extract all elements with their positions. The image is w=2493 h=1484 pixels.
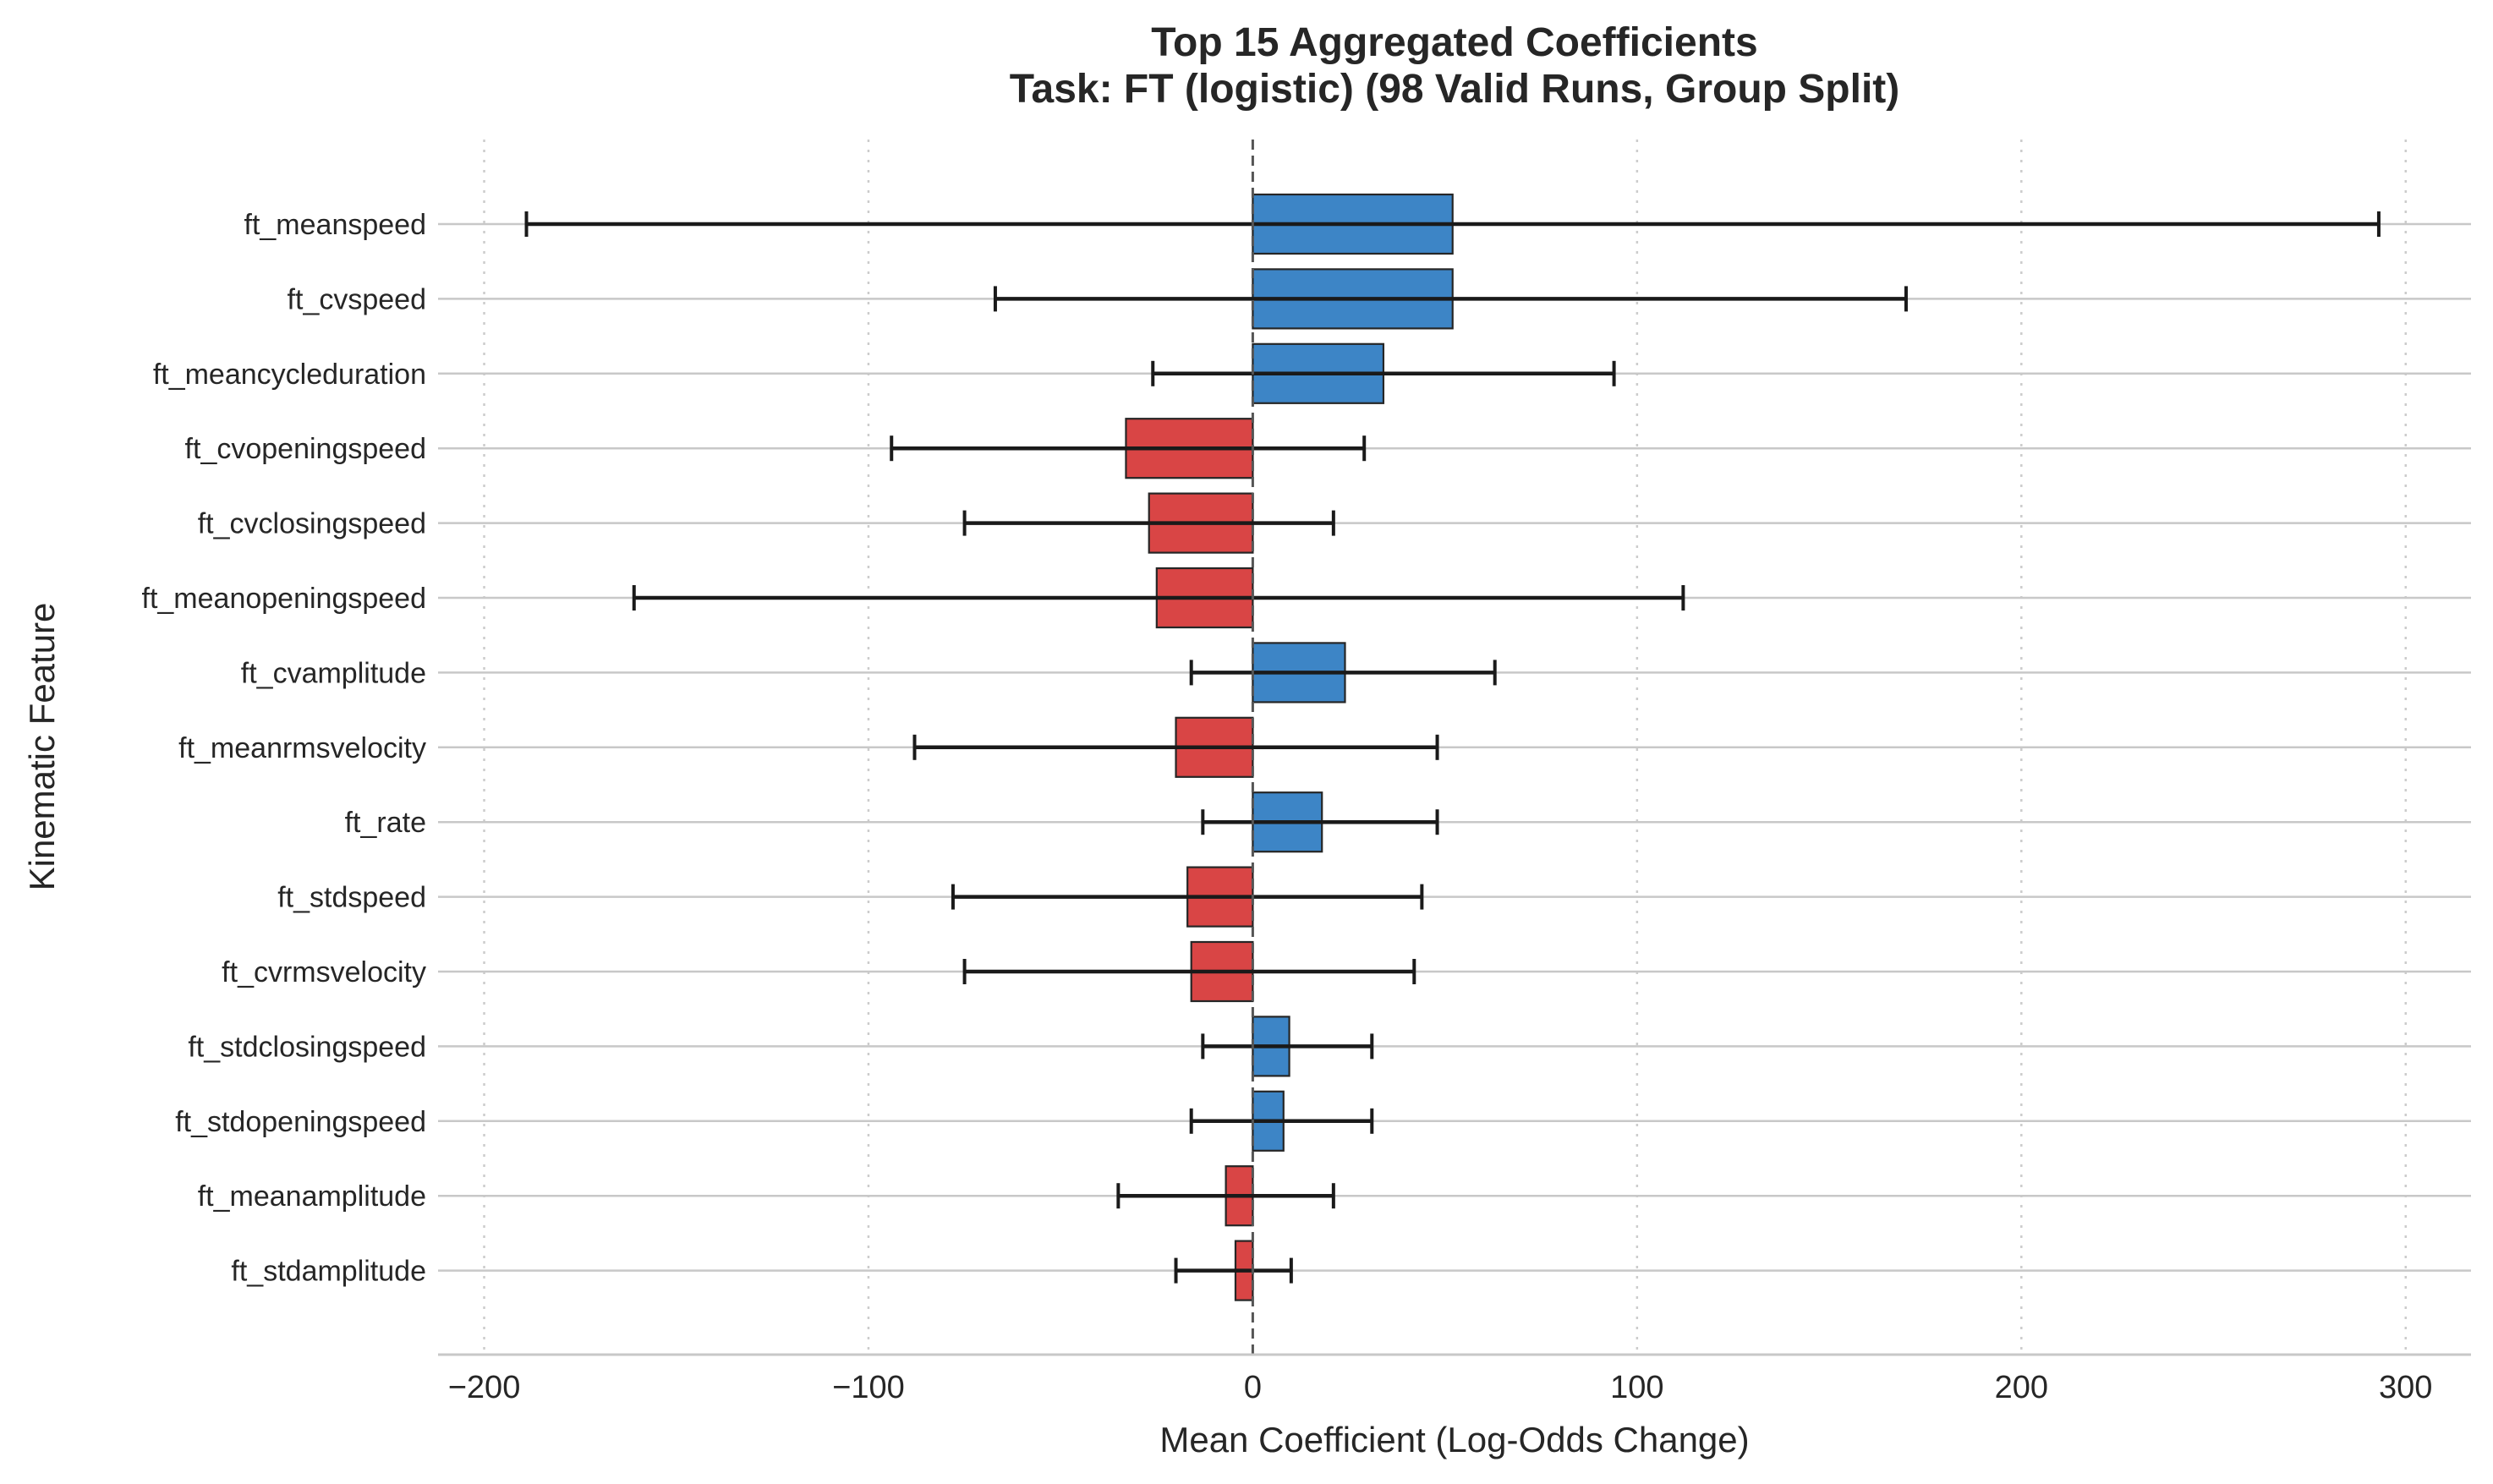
axis-layer xyxy=(438,140,2471,1356)
error-bar-ft_cvrmsvelocity xyxy=(962,959,1416,984)
y-tick-label: ft_cvclosingspeed xyxy=(198,508,426,540)
error-bar-ft_cvspeed xyxy=(993,286,1908,312)
error-bar-ft_cvclosingspeed xyxy=(962,510,1335,536)
y-tick-label: ft_meanopeningspeed xyxy=(142,583,427,615)
x-tick-label: 300 xyxy=(2379,1370,2432,1405)
y-tick-label: ft_cvrmsvelocity xyxy=(222,956,426,988)
y-tick-label: ft_cvamplitude xyxy=(241,657,426,689)
grid-layer xyxy=(438,140,2471,1355)
y-tick-label: ft_cvopeningspeed xyxy=(185,433,426,465)
error-bar-ft_meanamplitude xyxy=(1116,1183,1335,1209)
error-bar-ft_meanopeningspeed xyxy=(632,585,1685,611)
x-tick-label: −200 xyxy=(448,1370,521,1405)
error-bar-ft_cvamplitude xyxy=(1189,660,1497,686)
y-tick-label: ft_rate xyxy=(345,807,426,839)
error-bar-ft_stdspeed xyxy=(951,884,1424,910)
x-axis-label: Mean Coefficient (Log-Odds Change) xyxy=(1159,1420,1749,1459)
error-bar-ft_stdamplitude xyxy=(1174,1257,1293,1284)
text-layer: −200 −100 0 100 200 300 ft_meanspeed ft_cvspeed… xyxy=(22,20,2432,1459)
y-tick-label: ft_meanrmsvelocity xyxy=(178,732,426,764)
error-bar-ft_meanspeed xyxy=(524,211,2381,237)
error-bar-ft_stdopeningspeed xyxy=(1189,1108,1374,1134)
x-tick-label: 100 xyxy=(1610,1370,1663,1405)
y-tick-label: ft_meancycleduration xyxy=(153,359,426,391)
y-tick-label: ft_stdspeed xyxy=(277,882,426,914)
y-tick-label: ft_stdopeningspeed xyxy=(175,1106,426,1138)
y-tick-label: ft_meanspeed xyxy=(244,209,427,241)
chart-title: Top 15 Aggregated Coefficients xyxy=(1151,20,1757,65)
y-tick-label: ft_cvspeed xyxy=(288,283,426,315)
error-bar-ft_cvopeningspeed xyxy=(890,435,1367,462)
x-tick-label: 200 xyxy=(1995,1370,2048,1405)
x-tick-label: 0 xyxy=(1244,1370,1262,1405)
y-axis-label: Kinematic Feature xyxy=(22,603,62,891)
x-tick-label: −100 xyxy=(832,1370,905,1405)
error-bar-layer xyxy=(524,211,2381,1284)
y-tick-label: ft_stdamplitude xyxy=(231,1256,426,1288)
error-bar-ft_meancycleduration xyxy=(1151,360,1616,386)
error-bar-ft_rate xyxy=(1201,809,1439,835)
error-bar-ft_meanrmsvelocity xyxy=(912,734,1439,760)
y-tick-label: ft_stdclosingspeed xyxy=(188,1031,426,1063)
error-bar-ft_stdclosingspeed xyxy=(1201,1033,1374,1060)
chart-subtitle: Task: FT (logistic) (98 Valid Runs, Grou… xyxy=(1010,67,1900,112)
y-tick-label: ft_meanamplitude xyxy=(198,1180,426,1213)
